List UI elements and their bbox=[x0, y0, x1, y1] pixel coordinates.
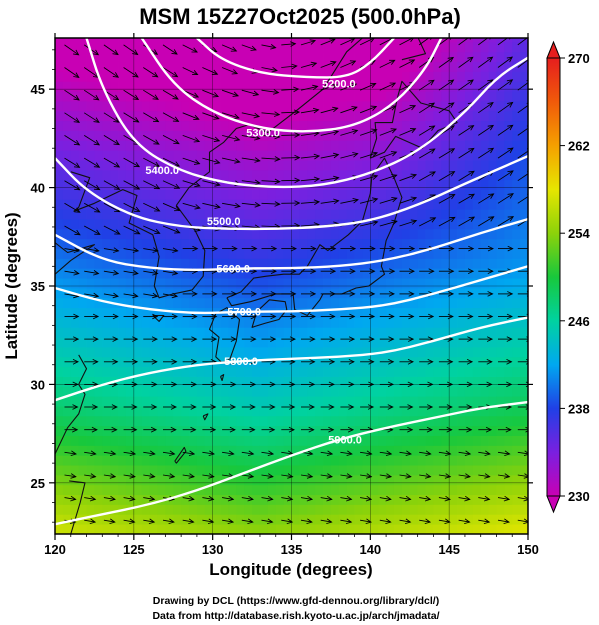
contour-line bbox=[85, 38, 528, 189]
contour-line bbox=[196, 38, 395, 79]
contour-label: 5400.0 bbox=[145, 165, 179, 177]
y-tick-label: 45 bbox=[31, 82, 45, 97]
x-tick-label: 150 bbox=[517, 542, 539, 557]
contour-line bbox=[55, 217, 528, 271]
x-tick-label: 120 bbox=[44, 542, 66, 557]
contour-label: 5700.0 bbox=[227, 307, 261, 319]
map-title: MSM 15Z27Oct2025 (500.0hPa) bbox=[139, 4, 461, 29]
contour-line bbox=[55, 155, 528, 231]
colorbar-tick-label: 270 bbox=[568, 51, 590, 66]
colorbar-min-arrow bbox=[546, 495, 561, 514]
contour-label: 5300.0 bbox=[246, 128, 280, 140]
contour-label: 5500.0 bbox=[207, 216, 241, 228]
contour-line bbox=[55, 400, 528, 526]
wind-vectors bbox=[64, 38, 528, 525]
colorbar: 270 262 254 246 238 230 bbox=[546, 40, 590, 514]
contour-label: 5900.0 bbox=[328, 435, 362, 447]
contour-line bbox=[55, 265, 528, 315]
x-tick-label: 125 bbox=[123, 542, 145, 557]
colorbar-tick-label: 262 bbox=[568, 139, 590, 154]
colorbar-tick-label: 230 bbox=[568, 489, 590, 504]
contour-label: 5600.0 bbox=[216, 263, 250, 275]
y-tick-label: 25 bbox=[31, 476, 45, 491]
y-tick-label: 40 bbox=[31, 181, 45, 196]
colorbar-scale bbox=[546, 57, 561, 497]
credit-drawing: Drawing by DCL (https://www.gfd-dennou.o… bbox=[153, 595, 439, 607]
x-axis-ticks: 120 125 130 135 140 145 150 bbox=[44, 33, 539, 557]
y-tick-label: 35 bbox=[31, 279, 45, 294]
y-axis-label: Latitude (degrees) bbox=[2, 212, 21, 359]
colorbar-tick-label: 238 bbox=[568, 401, 590, 416]
colorbar-tick-label: 246 bbox=[568, 314, 590, 329]
contour-label: 5200.0 bbox=[322, 78, 356, 90]
y-tick-label: 30 bbox=[31, 377, 45, 392]
x-tick-label: 130 bbox=[202, 542, 224, 557]
height-contours: 5200.0 5300.0 5400.0 5500.0 5600.0 5700.0 5800… bbox=[55, 38, 528, 526]
colorbar-ticks: 270 262 254 246 238 230 bbox=[560, 51, 590, 504]
x-tick-label: 140 bbox=[359, 542, 381, 557]
x-axis-label: Longitude (degrees) bbox=[209, 560, 372, 579]
credit-data: Data from http://database.rish.kyoto-u.a… bbox=[152, 610, 439, 622]
contour-line bbox=[140, 38, 443, 133]
y-axis-ticks: 25 30 35 40 45 bbox=[31, 49, 533, 523]
x-tick-label: 145 bbox=[438, 542, 460, 557]
x-tick-label: 135 bbox=[281, 542, 303, 557]
plot-area: 5200.0 5300.0 5400.0 5500.0 5600.0 5700.0 5800… bbox=[55, 38, 528, 534]
contour-line bbox=[55, 316, 528, 402]
colorbar-tick-label: 254 bbox=[568, 226, 590, 241]
colorbar-max-arrow bbox=[546, 40, 561, 59]
contour-label: 5800.0 bbox=[224, 356, 258, 368]
